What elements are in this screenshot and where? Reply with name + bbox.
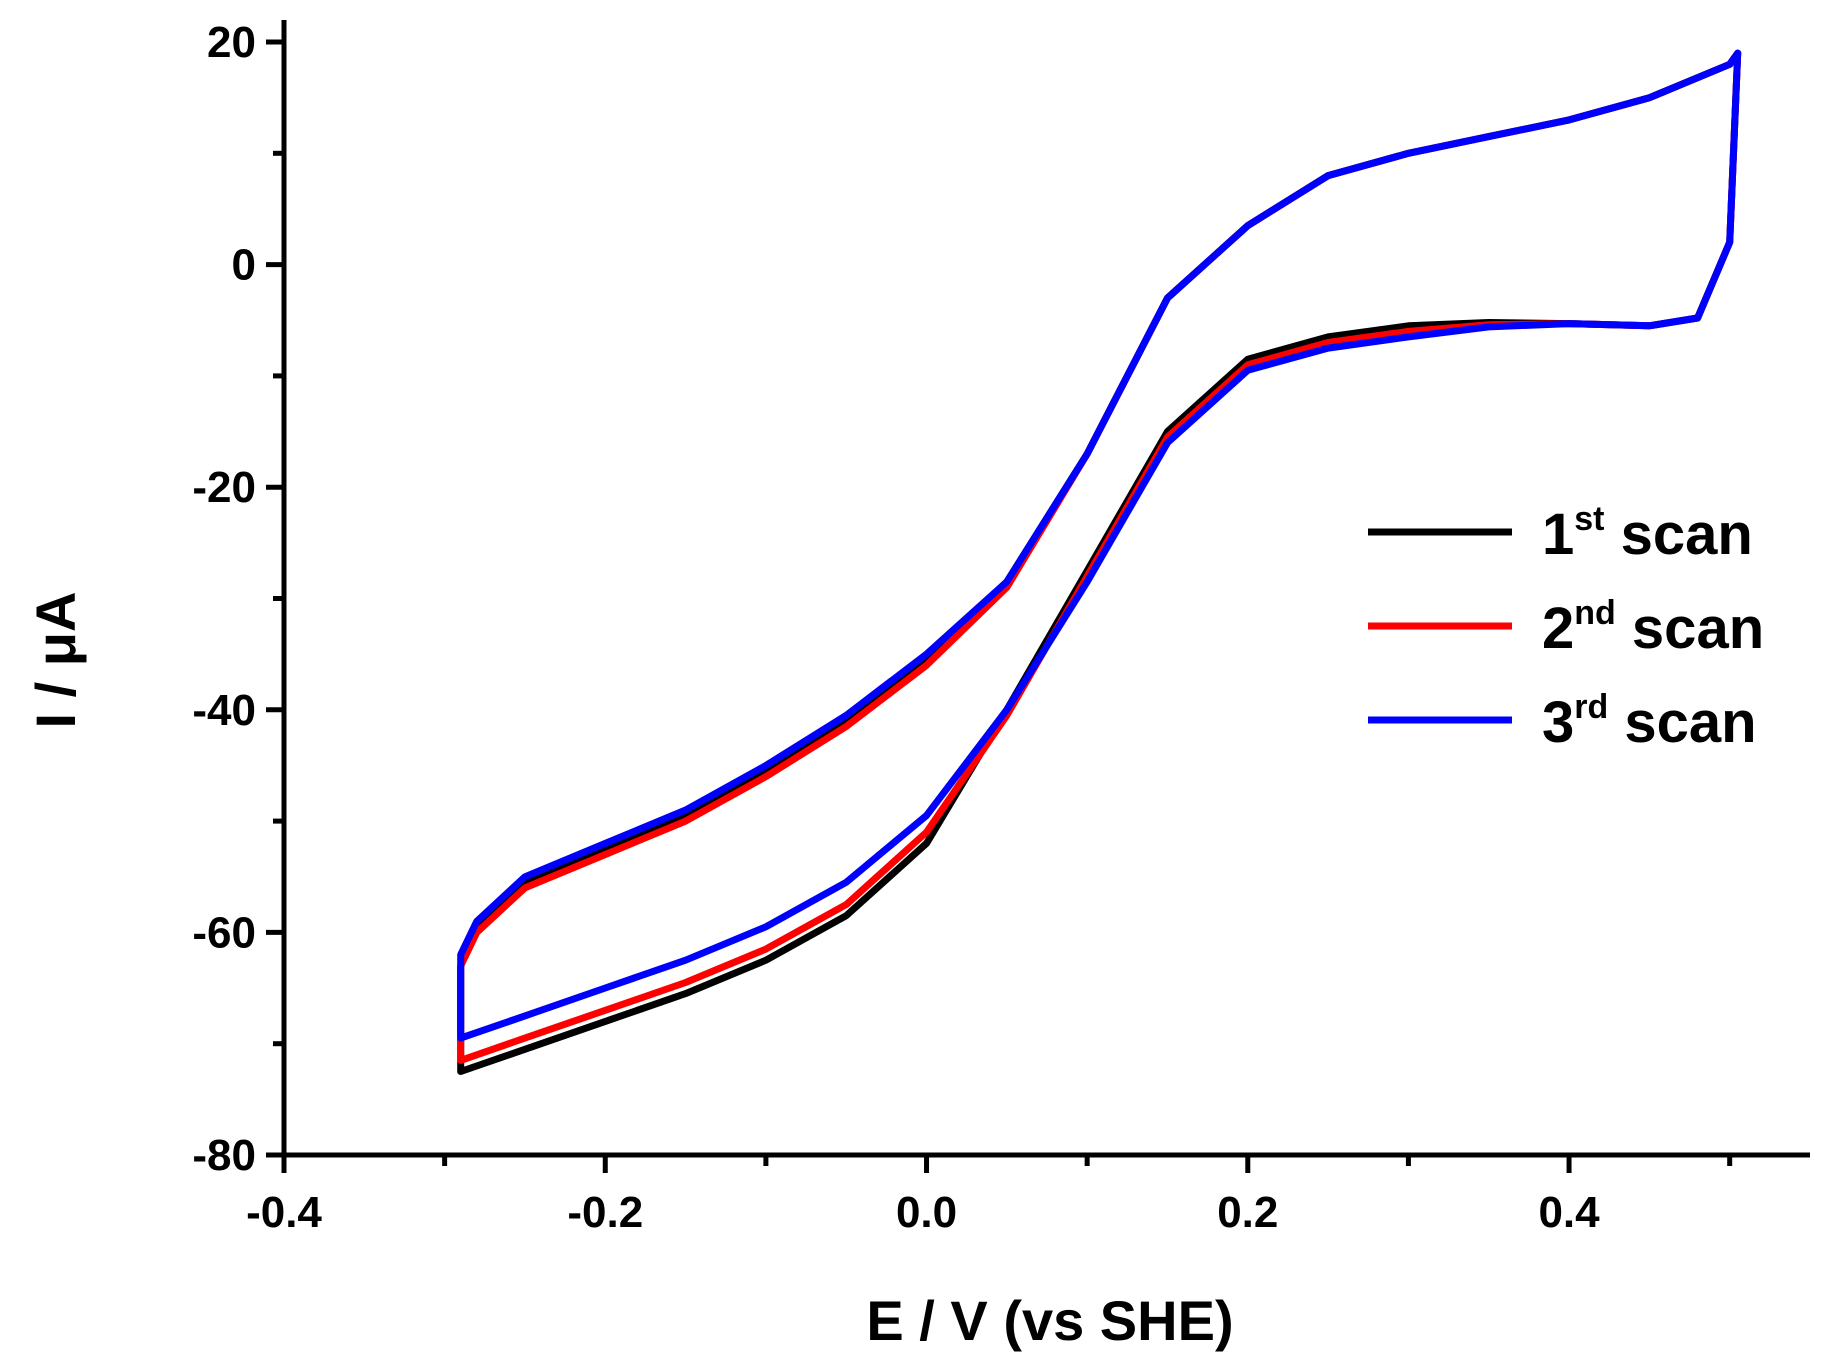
x-axis-title: E / V (vs SHE) xyxy=(866,1289,1233,1352)
legend-label-1: 1st scan xyxy=(1542,500,1753,567)
axes: -0.4 -0.2 0.0 0.2 0.4 -80 -60 -40 -20 0 20 xyxy=(192,18,1810,1237)
x-tick-label: 0.0 xyxy=(896,1188,957,1237)
legend: 1st scan 2nd scan 3rd scan xyxy=(1368,500,1764,755)
y-tick-label: -20 xyxy=(192,463,256,512)
x-tick-label: -0.2 xyxy=(567,1188,643,1237)
x-tick-label: 0.2 xyxy=(1217,1188,1278,1237)
plot-area xyxy=(457,49,1742,1075)
x-tick-label: 0.4 xyxy=(1538,1188,1600,1237)
x-tick-label: -0.4 xyxy=(246,1188,322,1237)
series-line-3 xyxy=(457,49,1742,1042)
y-tick-label: 0 xyxy=(232,241,256,290)
y-axis-title: I / μA xyxy=(24,592,87,729)
legend-label-2: 2nd scan xyxy=(1542,594,1764,661)
legend-label-3: 3rd scan xyxy=(1542,688,1757,755)
y-tick-label: -80 xyxy=(192,1131,256,1180)
y-tick-label: 20 xyxy=(207,18,256,67)
y-tick-label: -60 xyxy=(192,908,256,957)
y-tick-label: -40 xyxy=(192,686,256,735)
